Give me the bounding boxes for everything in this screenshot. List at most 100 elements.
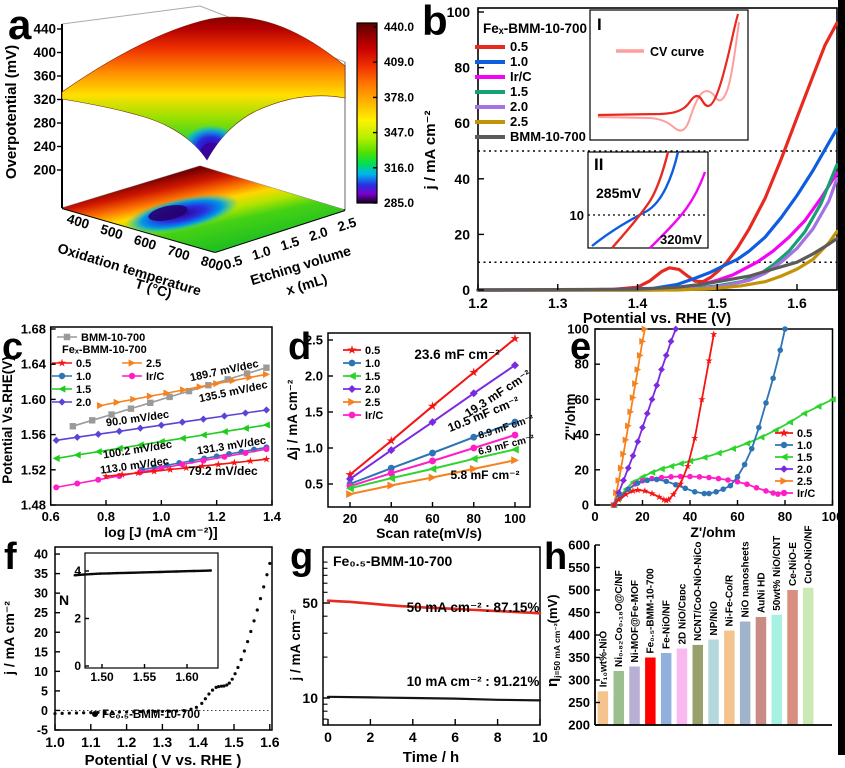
- series-marker: [629, 452, 637, 460]
- tick-label: 0: [582, 498, 589, 513]
- series-marker: [58, 385, 66, 393]
- tick-label: 1.0: [250, 243, 272, 263]
- series-marker: [511, 445, 519, 454]
- g-ann-50: 50 mA cm⁻² : 87.15%: [407, 600, 540, 615]
- panel-letter-e: e: [570, 326, 592, 368]
- series-marker: [157, 421, 165, 429]
- series-marker: [346, 474, 354, 483]
- series-marker: [263, 446, 270, 453]
- e-x-label: Z'/ohm: [690, 524, 735, 540]
- series-marker: [770, 375, 776, 382]
- d-legend-item: 1.0: [343, 358, 380, 370]
- h-ylabel-unit: (mV): [545, 594, 560, 623]
- series-marker: [118, 470, 126, 478]
- series-marker: [427, 401, 438, 411]
- b-legend-label: 1.5: [510, 84, 528, 99]
- series-marker: [146, 392, 154, 400]
- series-line: [476, 230, 839, 292]
- d-legend-item: 1.5: [343, 371, 380, 383]
- series-marker: [179, 461, 186, 468]
- series-marker: [511, 361, 519, 370]
- series-marker: [687, 473, 693, 480]
- e-legend-item: 2.0: [775, 464, 812, 476]
- tick-label: 0.5: [305, 477, 323, 492]
- h-bars: Ir₁₀wt%-NiO Ni₀.₈₂Co₀.₁₈O@C/NF Ni-MOF@Fe-M…: [597, 525, 815, 726]
- series-marker: [428, 464, 437, 473]
- series-marker: [620, 450, 627, 458]
- bar: [660, 653, 672, 725]
- series-marker: [686, 457, 694, 465]
- series-marker: [428, 418, 437, 427]
- series-marker: [677, 460, 684, 468]
- g-x-label: Time / h: [403, 749, 459, 766]
- series-marker: [167, 570, 170, 573]
- series-marker: [682, 485, 689, 492]
- series-marker: [725, 477, 731, 483]
- b-legend-label: 0.5: [510, 39, 528, 54]
- cv-legend-label: CV curve: [650, 45, 704, 59]
- tick-label: 400: [568, 628, 590, 643]
- bar: [629, 666, 640, 725]
- ann-320mV: 320mV: [660, 232, 702, 247]
- series-marker: [387, 481, 396, 490]
- b-series-0.5: [476, 21, 839, 292]
- c-legend-item: 1.5: [52, 384, 91, 396]
- tick-label: 60: [454, 115, 470, 131]
- tick-label: 80: [778, 509, 792, 524]
- series-marker: [241, 424, 249, 432]
- d-series-0.5: [345, 333, 520, 479]
- series-marker: [658, 474, 665, 481]
- series-marker: [230, 677, 234, 681]
- b-legend-item: 0.5: [475, 39, 528, 54]
- series-marker: [117, 710, 122, 714]
- series-marker: [676, 480, 685, 487]
- c-legend-label: 2.0: [76, 397, 91, 409]
- plot-frame: [54, 546, 273, 731]
- b-legend-item: 1.5: [475, 84, 528, 99]
- series-marker: [219, 684, 224, 688]
- c-series-1.5: [52, 421, 270, 462]
- b-y-ticks: 0 20 40 60 80 100: [447, 4, 484, 298]
- b-x-label: Potential vs. RHE (V): [583, 310, 731, 327]
- tick-label: -5: [37, 724, 48, 738]
- tick-label: 35: [34, 567, 48, 581]
- series-marker: [73, 451, 81, 459]
- series-marker: [727, 482, 734, 489]
- tick-label: 1.4: [628, 295, 648, 311]
- series-marker: [639, 337, 646, 345]
- tick-label: 1.52: [21, 462, 46, 477]
- cdl-label-0.5: 23.6 mF cm⁻²: [414, 347, 500, 362]
- series-marker: [698, 395, 706, 403]
- series-marker: [53, 711, 57, 716]
- tick-label: 100: [504, 511, 526, 526]
- series-marker: [88, 417, 96, 424]
- series-marker: [52, 454, 60, 462]
- series-marker: [696, 474, 703, 480]
- series-marker: [748, 445, 755, 452]
- series-marker: [242, 649, 246, 653]
- bar-label: Fe₀.₅-BMM-10-700: [646, 568, 657, 654]
- plot-frame: [327, 332, 531, 508]
- series-marker: [664, 495, 673, 503]
- series-marker: [641, 325, 649, 333]
- series-marker: [150, 570, 153, 574]
- tick-label: 0: [462, 282, 470, 298]
- series-marker: [130, 395, 138, 403]
- series-marker: [741, 461, 748, 468]
- panel-h-comparison-bars: Ir₁₀wt%-NiO Ni₀.₈₂Co₀.₁₈O@C/NF Ni-MOF@Fe-M…: [540, 525, 845, 768]
- series-marker: [772, 426, 779, 434]
- b-legend-label: 2.0: [510, 99, 528, 114]
- series-marker: [511, 418, 519, 426]
- series-marker: [348, 411, 356, 419]
- tick-label: 1.0: [305, 441, 323, 456]
- panel-b-lsv: 1.2 1.3 1.4 1.5 1.6 0 20 40 60 80 100 Potential v…: [420, 0, 845, 327]
- series-marker: [115, 444, 123, 452]
- c-legend-label: 0.5: [76, 358, 91, 370]
- series-marker: [132, 710, 136, 714]
- bar: [613, 671, 624, 725]
- e-series-0.5: [610, 330, 718, 509]
- colorbar: 440.0 409.0 378.0 347.0 316.0 285.0: [356, 20, 414, 210]
- series-marker: [470, 444, 478, 452]
- b-legend-item: 2.5: [475, 114, 528, 129]
- c-legend-label: 2.5: [146, 358, 161, 370]
